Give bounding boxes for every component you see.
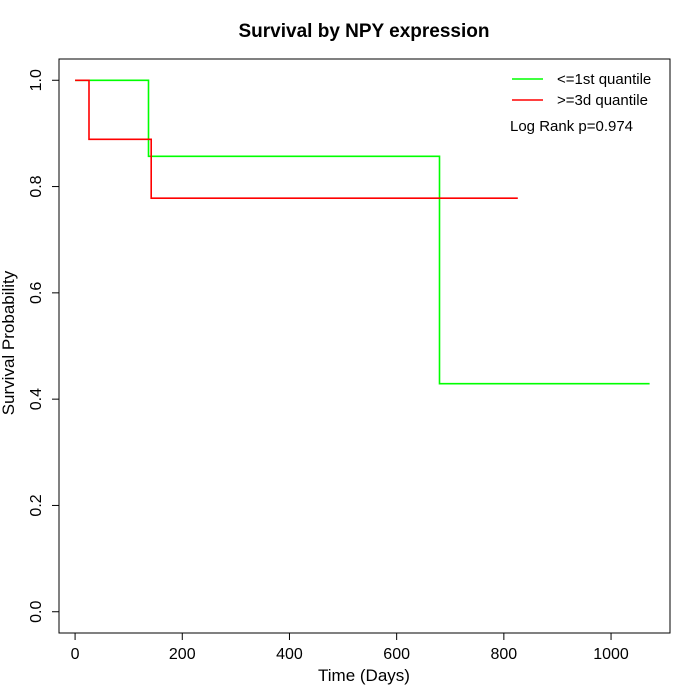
legend: <=1st quantile >=3d quantile xyxy=(512,71,651,109)
chart-title: Survival by NPY expression xyxy=(239,21,490,42)
legend-label: >=3d quantile xyxy=(557,92,648,109)
x-tick-label: 800 xyxy=(490,646,517,663)
y-axis-title: Survival Probability xyxy=(0,270,18,415)
y-axis: 0.0 0.2 0.4 0.6 0.8 1.0 xyxy=(28,69,60,623)
log-rank-annotation: Log Rank p=0.974 xyxy=(510,118,633,135)
x-tick-label: 0 xyxy=(71,646,80,663)
x-tick-label: 600 xyxy=(383,646,410,663)
y-tick-label: 0.6 xyxy=(28,282,45,304)
y-tick-label: 0.0 xyxy=(28,601,45,623)
x-tick-label: 1000 xyxy=(593,646,629,663)
series-line-2 xyxy=(75,79,518,199)
y-tick-label: 1.0 xyxy=(28,69,45,91)
y-tick-label: 0.2 xyxy=(28,494,45,516)
x-tick-label: 200 xyxy=(169,646,196,663)
legend-label: <=1st quantile xyxy=(557,71,651,88)
series-layer xyxy=(75,79,650,385)
x-axis: 0 200 400 600 800 1000 xyxy=(71,632,629,663)
x-axis-title: Time (Days) xyxy=(318,666,410,685)
y-tick-label: 0.4 xyxy=(28,388,45,410)
y-tick-label: 0.8 xyxy=(28,175,45,197)
x-tick-label: 400 xyxy=(276,646,303,663)
series-line-1 xyxy=(75,79,650,385)
